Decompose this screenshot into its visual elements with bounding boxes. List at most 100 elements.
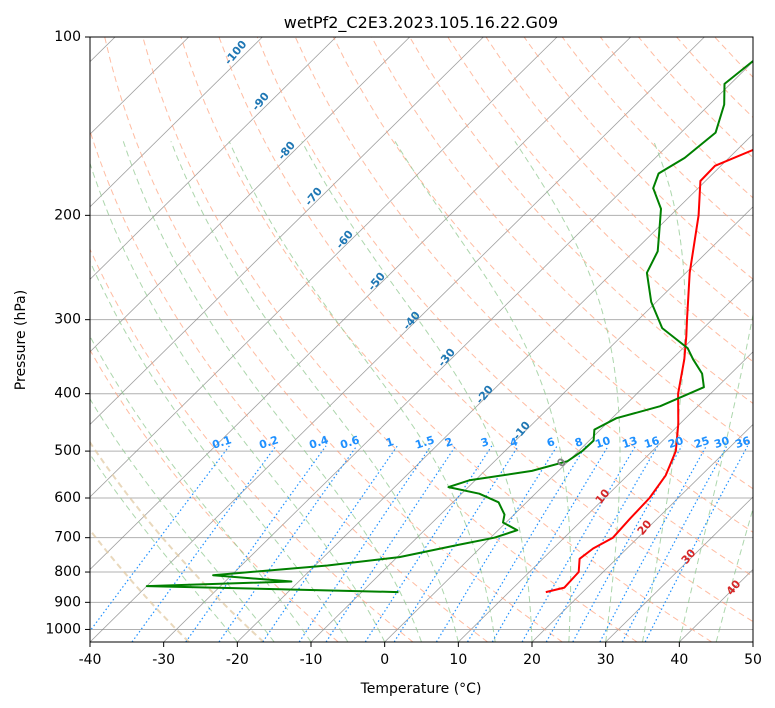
dry-adiabat-label: -20: [473, 383, 496, 407]
mixing-ratio-line: [131, 445, 277, 642]
mixing-ratio-line: [185, 445, 327, 642]
dry-adiabat-label: -60: [333, 228, 356, 252]
x-tick-label: 40: [670, 652, 688, 668]
mixing-ratio-label: 0.2: [258, 433, 281, 451]
moist-adiabat-line: [642, 141, 686, 642]
temperature-profile-line: [545, 148, 753, 594]
mixing-ratio-label: 6: [545, 435, 557, 450]
mixing-ratio-label: 2: [443, 435, 454, 450]
mixing-ratio-label: 0.4: [308, 433, 331, 451]
dry-adiabat-line: [104, 37, 563, 642]
mixing-ratio-label: 16: [643, 434, 662, 451]
plot-frame: [89, 36, 754, 643]
dry-adiabat-label: -40: [400, 309, 423, 333]
mixing-ratio-line: [435, 445, 558, 642]
moist-adiabat-line: [90, 161, 386, 642]
isotherm-line: [90, 37, 337, 280]
moist-adiabat-line: [122, 141, 422, 642]
moist-adiabat-line: [90, 335, 312, 642]
x-tick-label: 50: [744, 652, 762, 668]
dry-adiabat-line: [409, 37, 753, 405]
isotherm-line: [752, 641, 753, 642]
y-tick-label: 600: [54, 490, 81, 506]
moist-adiabat-line: [228, 141, 496, 642]
mixing-ratio-line: [298, 445, 432, 642]
dry-adiabat-line: [294, 37, 753, 533]
mixing-ratio-line: [90, 445, 230, 632]
moist-adiabat-line: [170, 141, 459, 642]
moist-adiabat-label: 10: [593, 486, 613, 506]
dry-adiabat-line: [485, 37, 753, 321]
mixing-ratio-line: [325, 445, 457, 642]
dewpoint-profile-line: [145, 59, 753, 594]
mixing-ratio-label: 1.5: [414, 433, 437, 451]
dry-adiabat-lines: [90, 37, 753, 642]
y-axis-ticks: 100 200 300 400 500 600 700 800 900 1000: [45, 29, 90, 637]
isotherm-line: [90, 37, 558, 498]
dry-adiabat-line: [256, 37, 753, 578]
dry-adiabat-line: [561, 37, 753, 240]
dry-adiabat-line: [371, 37, 753, 447]
mixing-ratio-line: [364, 445, 493, 642]
dry-adiabat-line: [523, 37, 753, 280]
moist-adiabat-label: 40: [724, 577, 744, 597]
dry-adiabat-line: [90, 248, 414, 642]
mixing-ratio-line: [466, 445, 587, 642]
dry-adiabat-line: [752, 37, 753, 38]
x-tick-label: -30: [152, 652, 175, 668]
helper-line-labels: -100-90-80-70-60-50-40-30-20-10010203040…: [211, 38, 753, 598]
chart-title: wetPf2_C2E3.2023.105.16.22.G09: [284, 13, 558, 33]
mixing-ratio-label: 30: [713, 434, 732, 451]
isotherm-line: [90, 37, 705, 642]
isotherm-line: [605, 496, 753, 642]
moist-adiabat-label: 20: [635, 517, 655, 537]
dry-adiabat-line: [90, 129, 488, 642]
dry-adiabat-line: [90, 440, 265, 642]
x-tick-label: 30: [597, 652, 615, 668]
isotherm-lines: [90, 37, 753, 642]
isotherm-line: [163, 61, 753, 642]
moist-adiabat-line: [678, 311, 753, 642]
dry-adiabat-line: [180, 37, 712, 642]
mixing-ratio-label: 8: [573, 435, 584, 450]
isotherm-line: [90, 37, 484, 425]
dry-adiabat-line: [142, 37, 638, 642]
moist-adiabat-line: [715, 507, 753, 642]
y-tick-label: 400: [54, 386, 81, 402]
mixing-ratio-line: [393, 445, 519, 642]
mixing-ratio-label: 20: [667, 434, 686, 451]
mixing-ratio-line: [521, 445, 637, 642]
mixing-ratio-line: [599, 445, 707, 642]
mixing-ratio-lines: [90, 445, 749, 642]
y-tick-label: 800: [54, 564, 81, 580]
y-tick-label: 200: [54, 207, 81, 223]
dry-adiabat-line: [218, 37, 753, 623]
dry-adiabat-line: [90, 349, 339, 642]
isotherm-line: [531, 423, 753, 642]
mixing-ratio-label: 0.6: [339, 433, 362, 451]
mixing-ratio-line: [644, 445, 749, 642]
x-tick-label: 10: [449, 652, 467, 668]
moist-adiabat-line: [514, 141, 621, 642]
mixing-ratio-line: [218, 445, 358, 642]
x-axis-ticks: -40 -30 -20 -10 0 10 20 30 40 50: [79, 642, 762, 668]
mixing-ratio-line: [572, 445, 683, 642]
y-tick-label: 500: [54, 443, 81, 459]
moist-adiabat-line: [394, 141, 572, 642]
y-axis-label: Pressure (hPa): [13, 290, 29, 390]
moist-adiabat-line: [90, 398, 275, 642]
mixing-ratio-label: 0.1: [211, 433, 234, 451]
x-tick-label: 0: [380, 652, 389, 668]
mixing-ratio-line: [491, 445, 609, 642]
y-tick-label: 900: [54, 594, 81, 610]
x-axis-label: Temperature (°C): [360, 681, 482, 697]
mixing-ratio-label: 13: [621, 434, 640, 451]
isotherm-line: [90, 37, 632, 571]
mixing-ratio-line: [621, 445, 728, 642]
moist-adiabat-lines: [90, 141, 753, 642]
y-tick-label: 300: [54, 312, 81, 328]
mixing-ratio-label: 10: [594, 434, 613, 451]
mixing-ratio-label: 36: [734, 434, 753, 451]
y-tick-label: 100: [54, 29, 81, 45]
